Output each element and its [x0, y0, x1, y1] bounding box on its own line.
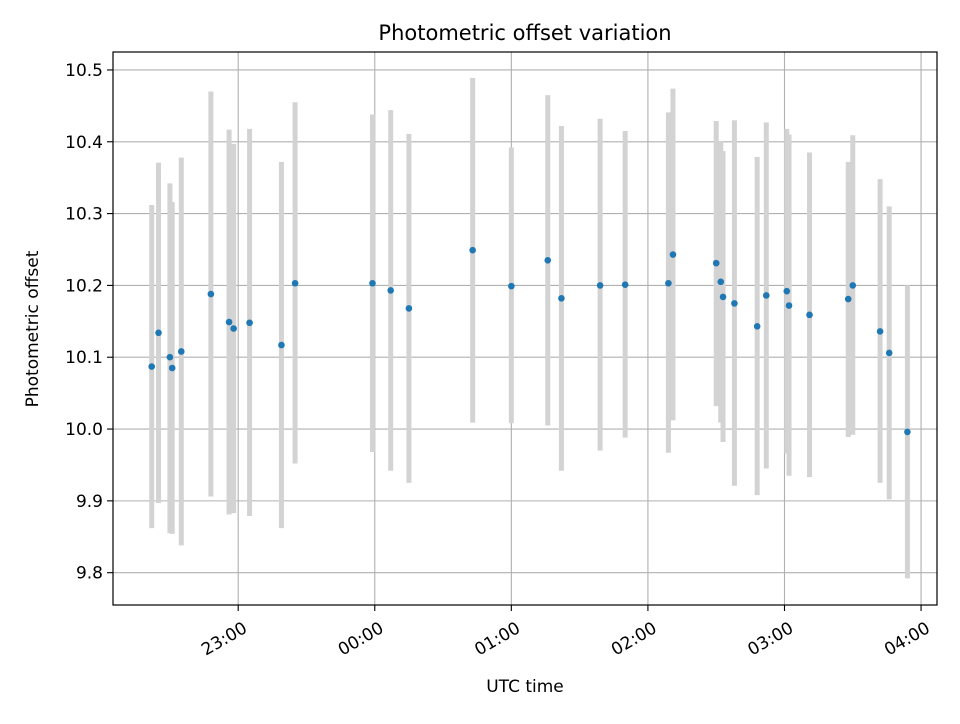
data-point — [712, 259, 720, 267]
data-points — [148, 246, 911, 436]
data-point — [806, 311, 813, 319]
data-point — [844, 295, 852, 303]
chart-title: Photometric offset variation — [378, 21, 671, 45]
data-point — [669, 251, 677, 258]
data-point — [731, 300, 738, 307]
data-point — [621, 281, 629, 288]
y-tick-label: 9.9 — [76, 492, 103, 512]
plot-frame — [112, 51, 938, 606]
y-tick-label: 10.1 — [65, 348, 103, 368]
data-point — [719, 293, 727, 301]
data-point — [783, 287, 791, 295]
y-tick-label: 10.3 — [65, 205, 103, 225]
x-axis-label: UTC time — [486, 677, 564, 697]
data-point — [665, 279, 672, 287]
data-point — [148, 363, 155, 370]
y-tick-label: 10.2 — [65, 276, 103, 296]
data-point — [168, 364, 176, 372]
y-tick-label: 10.0 — [65, 420, 103, 440]
data-point — [387, 287, 395, 294]
data-point — [278, 341, 285, 349]
y-axis-ticks: 9.8 9.9 10.0 10.1 10.2 10.3 10.4 10.5 — [65, 61, 113, 584]
data-point — [885, 349, 893, 357]
data-point — [177, 348, 185, 355]
data-point — [717, 278, 725, 286]
data-point — [753, 323, 761, 330]
data-point — [508, 282, 515, 290]
data-point — [405, 305, 413, 312]
data-point — [469, 246, 476, 254]
y-axis-label: Photometric offset — [23, 250, 43, 407]
data-point — [291, 279, 299, 287]
y-tick-label: 9.8 — [76, 564, 103, 584]
data-point — [155, 329, 162, 337]
data-point — [876, 328, 884, 335]
data-point — [230, 325, 237, 332]
data-point — [166, 353, 174, 361]
data-point — [225, 318, 233, 326]
data-point — [904, 428, 911, 436]
data-point — [849, 282, 857, 289]
data-point — [785, 302, 793, 309]
data-point — [762, 292, 770, 299]
data-point — [207, 290, 215, 298]
y-tick-label: 10.4 — [65, 133, 103, 153]
y-tick-label: 10.5 — [65, 61, 103, 81]
data-point — [558, 295, 565, 302]
data-point — [246, 319, 253, 327]
data-point — [544, 256, 552, 264]
data-point — [596, 282, 604, 289]
data-point — [369, 279, 376, 287]
